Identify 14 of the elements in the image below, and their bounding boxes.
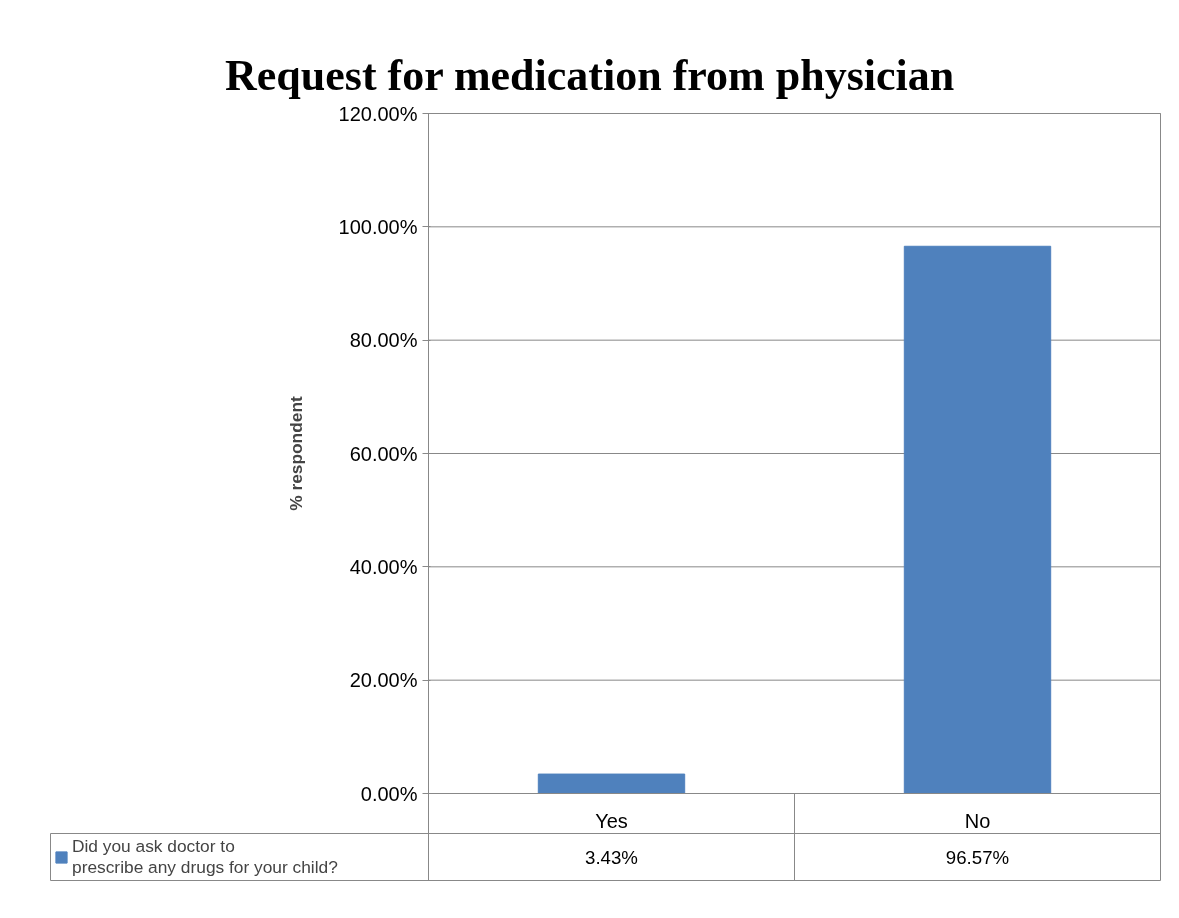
y-tick-label: 120.00% [338, 102, 418, 125]
x-tick-label: No [964, 809, 991, 832]
y-tick-label: 60.00% [349, 442, 418, 465]
data-label: 96.57% [945, 846, 1010, 868]
chart-title: Request for medication from physician [224, 51, 955, 100]
y-tick-label: 0.00% [360, 782, 418, 805]
y-tick-label: 40.00% [349, 555, 418, 578]
y-tick-label: 100.00% [338, 215, 418, 238]
y-tick-label: 20.00% [349, 669, 418, 692]
y-tick-label: 80.00% [349, 329, 418, 352]
data-label: 3.43% [585, 846, 638, 868]
legend-label: Did you ask doctor to prescribe any drugs for your child? [72, 836, 338, 878]
y-axis-title: % respondent [285, 395, 306, 511]
x-tick-label: Yes [595, 809, 628, 832]
